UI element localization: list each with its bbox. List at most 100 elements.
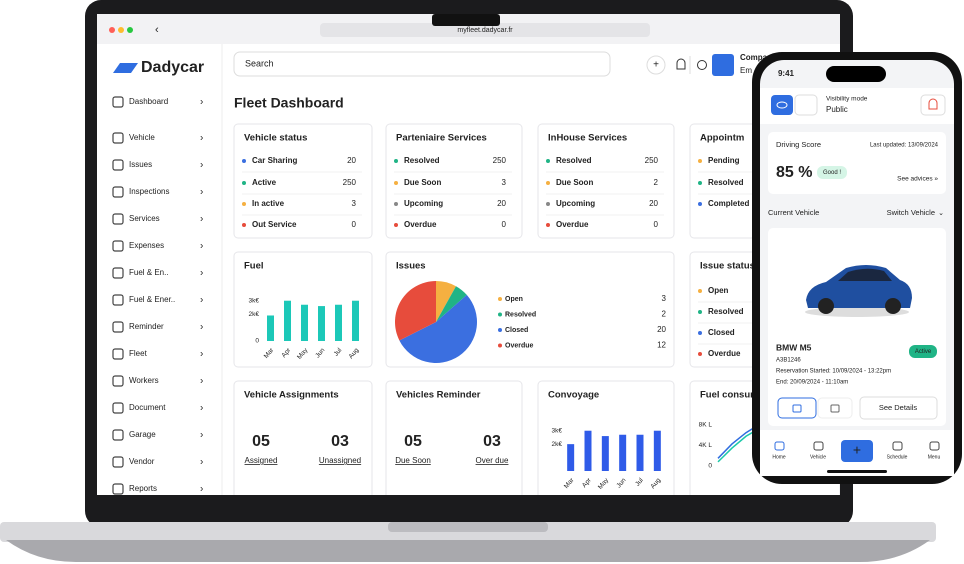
status-dot <box>546 159 550 163</box>
status-dot <box>394 202 398 206</box>
bar <box>601 436 609 471</box>
status-dot <box>242 159 246 163</box>
sidebar-icon <box>112 348 124 360</box>
alert-button[interactable] <box>920 94 946 116</box>
chevron: › <box>200 322 203 333</box>
visibility-value: Public <box>826 105 848 114</box>
counter-label[interactable]: Over due <box>476 456 509 465</box>
status-label: In active <box>252 199 285 208</box>
status-label: Open <box>708 286 729 295</box>
status-label: Resolved <box>708 178 744 187</box>
sidebar-icon <box>112 321 124 333</box>
nav-icon[interactable] <box>929 441 940 451</box>
score-badge-text: Good ! <box>823 170 841 176</box>
advice-link[interactable]: See advices » <box>897 176 938 183</box>
hidden-toggle[interactable] <box>794 94 818 116</box>
sidebar-item[interactable]: Services › <box>112 213 203 225</box>
legend-dot <box>498 328 502 332</box>
sidebar-item[interactable]: Fleet › <box>112 348 203 360</box>
score-value: 85 % <box>776 164 812 181</box>
status-dot <box>242 202 246 206</box>
sidebar-item[interactable]: Inspections › <box>112 186 203 198</box>
status-dot <box>546 181 550 185</box>
sidebar-label: Workers <box>129 376 159 385</box>
counter-label[interactable]: Unassigned <box>319 456 361 465</box>
car-name: BMW M5 <box>776 342 812 352</box>
card-title: InHouse Services <box>548 133 627 144</box>
car-plate: A3B1246 <box>776 358 801 364</box>
chevron: › <box>200 376 203 387</box>
sidebar-item[interactable]: Expenses › <box>112 240 203 252</box>
status-dot <box>698 181 702 185</box>
card <box>233 380 373 495</box>
legend-dot <box>498 343 502 348</box>
nav-icon[interactable] <box>892 441 903 451</box>
card-title: Fuel <box>244 261 264 272</box>
sidebar-item[interactable]: Issues › <box>112 159 203 171</box>
sidebar-label: Expenses <box>129 241 164 250</box>
status-value: 250 <box>343 178 357 187</box>
sidebar-item[interactable]: Dashboard › <box>112 96 203 108</box>
counter-label[interactable]: Assigned <box>245 456 278 465</box>
status-label: Upcoming <box>404 199 443 208</box>
status-label: Resolved <box>708 307 744 316</box>
nav-icon[interactable] <box>813 441 824 451</box>
user-name: Compa <box>740 53 768 62</box>
avatar <box>712 54 734 76</box>
status-value: 0 <box>502 220 507 229</box>
unlock-button[interactable] <box>777 397 817 419</box>
sidebar-item[interactable]: Reports › <box>112 483 203 495</box>
bell-icon[interactable] <box>676 58 686 70</box>
counter-label[interactable]: Due Soon <box>395 456 431 465</box>
add-fab[interactable] <box>841 440 873 462</box>
card-title: Fuel consum <box>700 390 759 401</box>
sidebar-item[interactable]: Document › <box>112 402 203 414</box>
sidebar-item[interactable]: Workers › <box>112 375 203 387</box>
status-label: Due Soon <box>556 178 593 187</box>
sidebar-item[interactable]: Vehicle › <box>112 132 203 144</box>
chevron: › <box>200 349 203 360</box>
status-pill <box>909 345 937 358</box>
chat-icon[interactable] <box>697 60 707 70</box>
legend-dot <box>498 312 502 317</box>
switch-vehicle[interactable]: Switch Vehicle <box>887 208 935 217</box>
reservation-end: End: 20/09/2024 - 11:10am <box>776 380 848 386</box>
pie-slice <box>436 281 456 322</box>
sidebar-label: Services <box>129 214 160 223</box>
nav-label: Schedule <box>887 454 908 460</box>
chevron: › <box>200 187 203 198</box>
card-title: Issues <box>396 261 426 272</box>
card <box>233 123 373 239</box>
x-tick-label: Jul <box>333 346 344 357</box>
lock-button[interactable] <box>817 397 853 419</box>
camera-notch <box>432 14 500 26</box>
status-label: Active <box>252 178 277 187</box>
sidebar-label: Vendor <box>129 457 155 466</box>
status-label: Overdue <box>708 349 741 358</box>
sidebar-item[interactable]: Vendor › <box>112 456 203 468</box>
add-fab-icon: + <box>853 442 861 458</box>
sidebar-label: Reports <box>129 484 157 493</box>
visible-toggle[interactable] <box>771 95 793 115</box>
status-label: Due Soon <box>404 178 441 187</box>
bar <box>636 434 644 471</box>
status-label: Closed <box>708 328 735 337</box>
sidebar-item[interactable]: Garage › <box>112 429 203 441</box>
status-dot <box>698 202 702 206</box>
search-box[interactable] <box>233 51 611 77</box>
card-title: Vehicle status <box>244 133 307 144</box>
counter-value: 03 <box>483 433 501 450</box>
add-button[interactable] <box>646 55 666 75</box>
nav-icon[interactable] <box>774 441 785 451</box>
chevron: › <box>200 241 203 252</box>
bar <box>318 306 325 341</box>
details-button[interactable] <box>859 396 938 420</box>
bar <box>335 304 342 341</box>
car-window <box>838 268 892 281</box>
sidebar-item[interactable]: Fuel & Ener.. › <box>112 294 203 306</box>
sidebar-item[interactable]: Reminder › <box>112 321 203 333</box>
status-dot <box>546 223 550 227</box>
window-dot <box>109 27 115 33</box>
status-label: Resolved <box>556 156 592 165</box>
sidebar-item[interactable]: Fuel & En.. › <box>112 267 203 279</box>
